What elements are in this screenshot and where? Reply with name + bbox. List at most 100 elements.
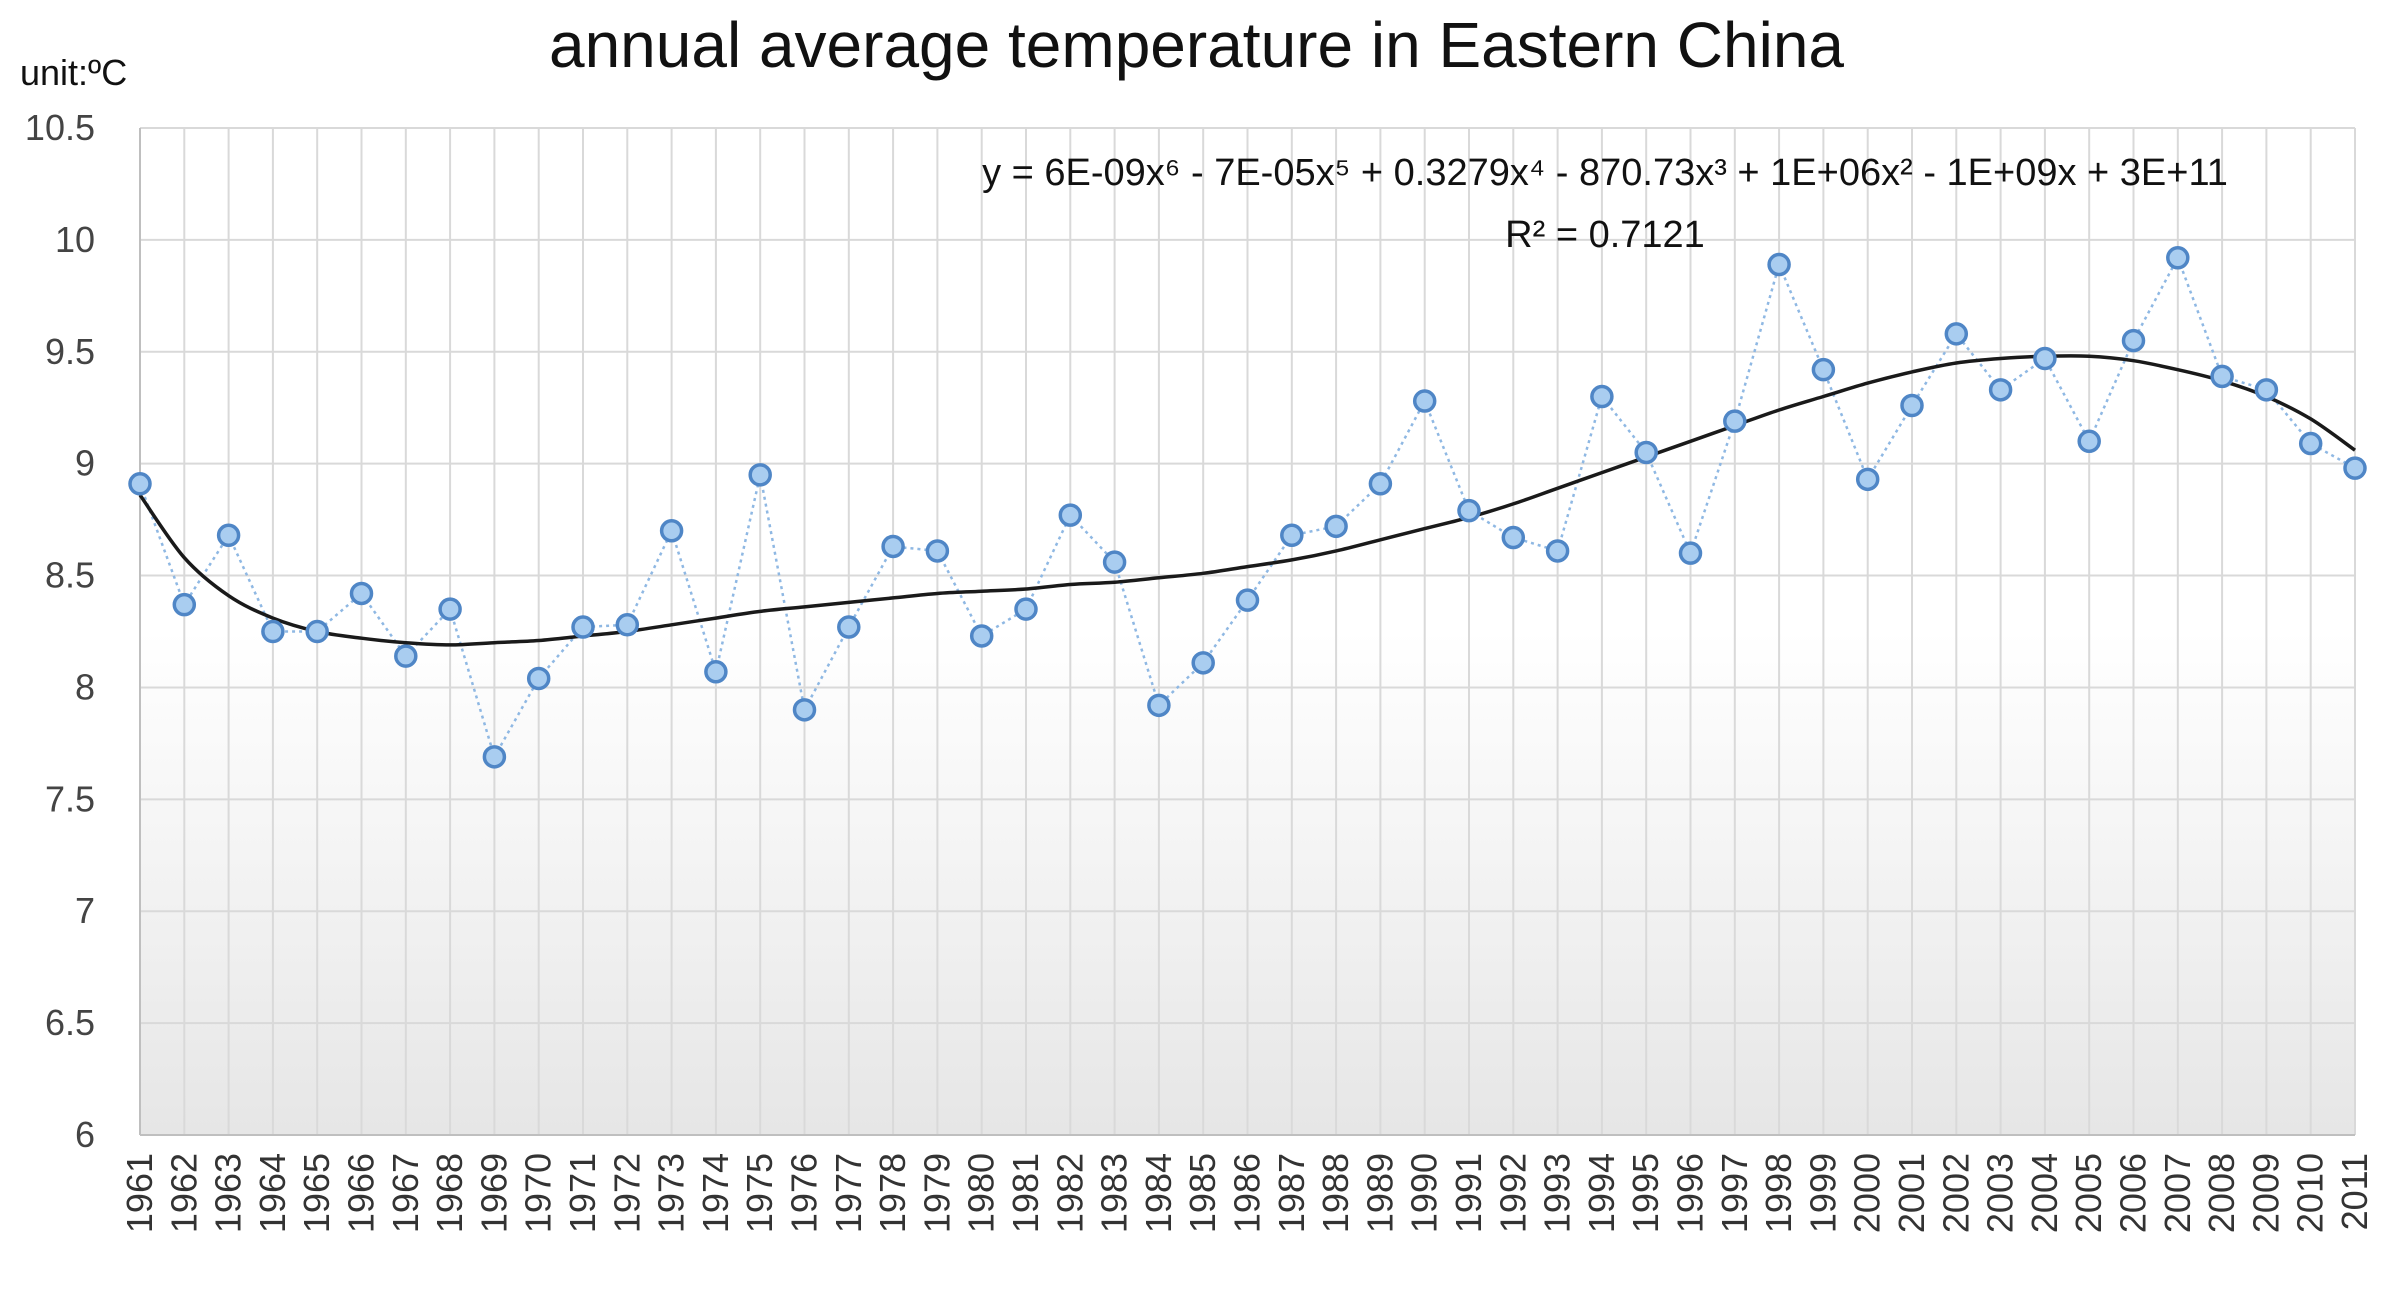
- data-point: [2254, 378, 2279, 402]
- x-tick-label: 1992: [1492, 1153, 1533, 1233]
- x-tick-label: 1962: [163, 1153, 204, 1233]
- x-tick-label: 1991: [1448, 1153, 1489, 1233]
- unit-label: unit:ºC: [20, 52, 128, 93]
- data-point: [1678, 541, 1703, 565]
- data-point: [1545, 539, 1570, 563]
- data-point: [1368, 472, 1393, 496]
- x-tick-label: 1964: [252, 1153, 293, 1233]
- x-tick-label: 1984: [1138, 1153, 1179, 1233]
- data-point: [1811, 357, 1836, 382]
- data-point: [349, 581, 374, 606]
- x-tick-label: 1973: [651, 1153, 692, 1233]
- data-point: [1767, 252, 1791, 277]
- x-tick-label: 2008: [2201, 1153, 2242, 1233]
- y-tick-label: 10.5: [25, 107, 95, 148]
- x-tick-label: 1976: [784, 1153, 825, 1233]
- x-tick-label: 1990: [1404, 1153, 1445, 1233]
- x-tick-label: 2005: [2068, 1153, 2109, 1233]
- x-tick-label: 1998: [1758, 1153, 1799, 1233]
- x-tick-label: 2002: [1935, 1153, 1976, 1233]
- x-tick-label: 1996: [1670, 1153, 1711, 1233]
- x-tick-label: 1986: [1227, 1153, 1268, 1233]
- x-tick-label: 1966: [341, 1153, 382, 1233]
- series-layer: [128, 246, 2367, 769]
- y-tick-label: 8: [75, 666, 95, 707]
- data-point: [1412, 389, 1437, 413]
- x-tick-label: 2009: [2245, 1153, 2286, 1233]
- x-tick-label: 1983: [1094, 1153, 1135, 1233]
- x-tick-label: 1972: [606, 1153, 647, 1233]
- x-tick-label: 1985: [1182, 1153, 1223, 1233]
- x-tick-label: 1968: [429, 1153, 470, 1233]
- data-point: [2166, 246, 2190, 270]
- data-point: [526, 666, 551, 691]
- x-tick-label: 1981: [1005, 1153, 1046, 1233]
- data-point: [482, 745, 507, 769]
- data-point: [1634, 440, 1658, 465]
- data-point: [792, 698, 817, 722]
- data-point: [1324, 514, 1348, 539]
- data-point: [1235, 588, 1260, 612]
- data-point: [1590, 384, 1614, 409]
- data-point: [1855, 467, 1880, 492]
- x-tick-label: 1975: [739, 1153, 780, 1233]
- data-point: [1280, 523, 1304, 548]
- x-tick-label: 1977: [828, 1153, 869, 1233]
- data-point: [748, 463, 772, 487]
- x-tick-label: 1979: [916, 1153, 957, 1233]
- trendline-equation: y = 6E-09x⁶ - 7E-05x⁵ + 0.3279x⁴ - 870.7…: [982, 152, 2228, 194]
- data-point: [1191, 651, 1215, 675]
- data-point: [1147, 693, 1171, 718]
- x-tick-label: 2004: [2024, 1153, 2065, 1233]
- x-tick-label: 1987: [1271, 1153, 1312, 1233]
- data-point: [571, 615, 595, 639]
- data-point: [1457, 498, 1481, 523]
- x-tick-label: 1994: [1581, 1153, 1622, 1233]
- data-point: [1723, 409, 1747, 433]
- data-point: [261, 619, 285, 644]
- data-point: [1102, 550, 1127, 574]
- x-tick-label: 1970: [518, 1153, 559, 1233]
- data-point: [1944, 322, 1969, 346]
- trendline: [138, 354, 2357, 647]
- x-tick-label: 1965: [296, 1153, 337, 1233]
- x-tick-label: 1997: [1714, 1153, 1755, 1233]
- y-tick-label: 9: [75, 443, 95, 484]
- data-point: [615, 613, 640, 637]
- data-point: [2298, 431, 2323, 456]
- x-tick-label: 2006: [2113, 1153, 2154, 1233]
- grid-lines: [139, 127, 2356, 1136]
- data-point: [704, 660, 728, 684]
- x-tick-label: 1961: [119, 1153, 160, 1233]
- y-tick-label: 10: [55, 219, 95, 260]
- x-tick-label: 1974: [695, 1153, 736, 1233]
- data-point: [1988, 378, 2013, 402]
- data-point: [2210, 364, 2234, 389]
- data-point: [881, 534, 905, 559]
- x-tick-label: 1989: [1359, 1153, 1400, 1233]
- x-tick-label: 2007: [2157, 1153, 2198, 1233]
- y-axis-ticks: 6 6.5 7 7.5 8 8.5 9 9.5 10 10.5: [25, 107, 95, 1155]
- data-point: [438, 597, 462, 621]
- y-tick-label: 7: [75, 890, 95, 931]
- x-tick-label: 2010: [2290, 1153, 2331, 1233]
- data-point: [172, 592, 197, 617]
- chart-title: annual average temperature in Eastern Ch…: [548, 9, 1845, 81]
- data-point: [837, 615, 861, 639]
- x-tick-label: 1988: [1315, 1153, 1356, 1233]
- data-point: [659, 519, 684, 543]
- data-point: [2033, 346, 2057, 371]
- x-tick-label: 2000: [1847, 1153, 1888, 1233]
- data-point: [1058, 503, 1083, 527]
- data-point: [305, 619, 329, 644]
- y-tick-label: 8.5: [45, 555, 95, 596]
- x-tick-label: 1993: [1537, 1153, 1578, 1233]
- y-tick-label: 6: [75, 1114, 95, 1155]
- r-squared-label: R² = 0.7121: [1505, 214, 1705, 256]
- y-tick-label: 6.5: [45, 1002, 95, 1043]
- data-point: [2121, 328, 2146, 353]
- x-tick-label: 1967: [385, 1153, 426, 1233]
- data-point: [2343, 456, 2367, 480]
- x-tick-label: 1963: [208, 1153, 249, 1233]
